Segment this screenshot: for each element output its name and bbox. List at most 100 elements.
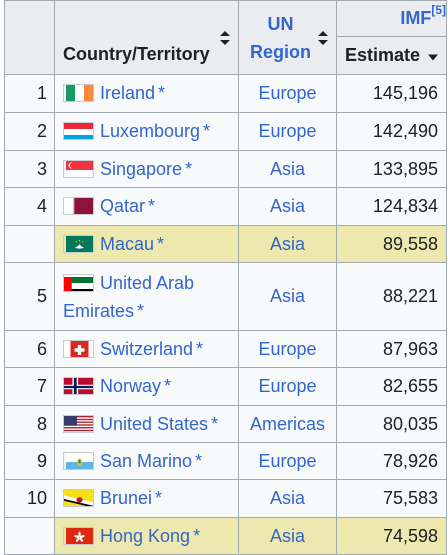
- region-cell[interactable]: Asia: [239, 263, 337, 331]
- country-cell: United Arab Emirates*: [55, 263, 239, 331]
- country-link[interactable]: Switzerland: [100, 339, 193, 359]
- rank-cell: [5, 226, 55, 263]
- imf-reference-number[interactable]: 5: [435, 3, 442, 17]
- footnote-star[interactable]: *: [148, 196, 155, 216]
- estimate-cell: 78,926: [337, 443, 447, 480]
- brunei-flag-icon: [63, 489, 94, 507]
- footnote-star[interactable]: *: [158, 83, 165, 103]
- rank-header: [5, 1, 55, 75]
- footnote-star[interactable]: *: [157, 234, 164, 254]
- imf-column-header: IMF[5]: [337, 1, 447, 37]
- region-header-label[interactable]: UN Region: [239, 10, 322, 66]
- macau-flag-icon: [63, 235, 94, 253]
- norway-flag-icon: [63, 377, 94, 395]
- usa-flag-icon: [63, 415, 94, 433]
- ireland-flag-icon: [63, 84, 94, 102]
- estimate-cell: 133,895: [337, 151, 447, 188]
- country-link[interactable]: San Marino: [100, 451, 192, 471]
- estimate-cell: 74,598: [337, 518, 447, 555]
- footnote-star[interactable]: *: [211, 414, 218, 434]
- country-cell: San Marino*: [55, 443, 239, 480]
- region-cell[interactable]: Americas: [239, 406, 337, 443]
- country-link[interactable]: Macau: [100, 234, 154, 254]
- footnote-star[interactable]: *: [195, 451, 202, 471]
- country-header-label: Country/Territory: [63, 44, 210, 65]
- region-cell[interactable]: Europe: [239, 75, 337, 113]
- country-cell: Singapore*: [55, 151, 239, 188]
- footnote-star[interactable]: *: [196, 339, 203, 359]
- hong-kong-flag-icon: [63, 527, 94, 545]
- region-cell[interactable]: Europe: [239, 443, 337, 480]
- gdp-per-capita-table: Country/Territory UN Region IMF[5] Estim…: [4, 0, 447, 555]
- country-link[interactable]: United States: [100, 414, 208, 434]
- estimate-cell: 89,558: [337, 226, 447, 263]
- country-column-header[interactable]: Country/Territory: [55, 1, 239, 75]
- estimate-cell: 142,490: [337, 113, 447, 151]
- singapore-flag-icon: [63, 160, 94, 178]
- footnote-star[interactable]: *: [185, 159, 192, 179]
- sort-descending-icon[interactable]: [428, 54, 438, 60]
- country-cell: Ireland*: [55, 75, 239, 113]
- rank-cell: 8: [5, 406, 55, 443]
- estimate-cell: 145,196: [337, 75, 447, 113]
- footnote-star[interactable]: *: [193, 526, 200, 546]
- region-cell[interactable]: Europe: [239, 113, 337, 151]
- rank-cell: 5: [5, 263, 55, 331]
- sort-icon[interactable]: [220, 31, 230, 45]
- rank-cell: 9: [5, 443, 55, 480]
- estimate-cell: 87,963: [337, 331, 447, 368]
- rank-cell: 2: [5, 113, 55, 151]
- footnote-star[interactable]: *: [164, 376, 171, 396]
- country-link[interactable]: Ireland: [100, 83, 155, 103]
- region-cell[interactable]: Asia: [239, 188, 337, 226]
- region-column-header[interactable]: UN Region: [239, 1, 337, 75]
- luxembourg-flag-icon: [63, 122, 94, 140]
- switzerland-flag-icon: [63, 340, 94, 358]
- footnote-star[interactable]: *: [203, 121, 210, 141]
- country-cell: Norway*: [55, 368, 239, 406]
- imf-header-link[interactable]: IMF: [400, 8, 431, 28]
- country-cell: Macau*: [55, 226, 239, 263]
- estimate-cell: 75,583: [337, 480, 447, 518]
- country-link[interactable]: Brunei: [100, 488, 152, 508]
- country-link[interactable]: Hong Kong: [100, 526, 190, 546]
- footnote-star[interactable]: *: [155, 488, 162, 508]
- uae-flag-icon: [63, 274, 94, 292]
- country-cell: Luxembourg*: [55, 113, 239, 151]
- estimate-cell: 88,221: [337, 263, 447, 331]
- country-cell: Switzerland*: [55, 331, 239, 368]
- country-cell: United States*: [55, 406, 239, 443]
- table-header: Country/Territory UN Region IMF[5] Estim…: [5, 1, 447, 75]
- country-link[interactable]: Singapore: [100, 159, 182, 179]
- estimate-column-header[interactable]: Estimate: [337, 37, 447, 75]
- imf-reference-link[interactable]: [5]: [431, 3, 446, 17]
- rank-cell: 4: [5, 188, 55, 226]
- region-cell[interactable]: Asia: [239, 480, 337, 518]
- region-cell[interactable]: Asia: [239, 226, 337, 263]
- country-link[interactable]: Norway: [100, 376, 161, 396]
- rank-cell: 3: [5, 151, 55, 188]
- footnote-star[interactable]: *: [137, 301, 144, 321]
- region-cell[interactable]: Asia: [239, 518, 337, 555]
- qatar-flag-icon: [63, 197, 94, 215]
- region-cell[interactable]: Europe: [239, 331, 337, 368]
- country-cell: Brunei*: [55, 480, 239, 518]
- rank-cell: 6: [5, 331, 55, 368]
- country-cell: Qatar*: [55, 188, 239, 226]
- estimate-cell: 124,834: [337, 188, 447, 226]
- region-cell[interactable]: Asia: [239, 151, 337, 188]
- estimate-cell: 80,035: [337, 406, 447, 443]
- country-link[interactable]: Luxembourg: [100, 121, 200, 141]
- country-link[interactable]: Qatar: [100, 196, 145, 216]
- region-cell[interactable]: Europe: [239, 368, 337, 406]
- sort-icon[interactable]: [318, 31, 328, 45]
